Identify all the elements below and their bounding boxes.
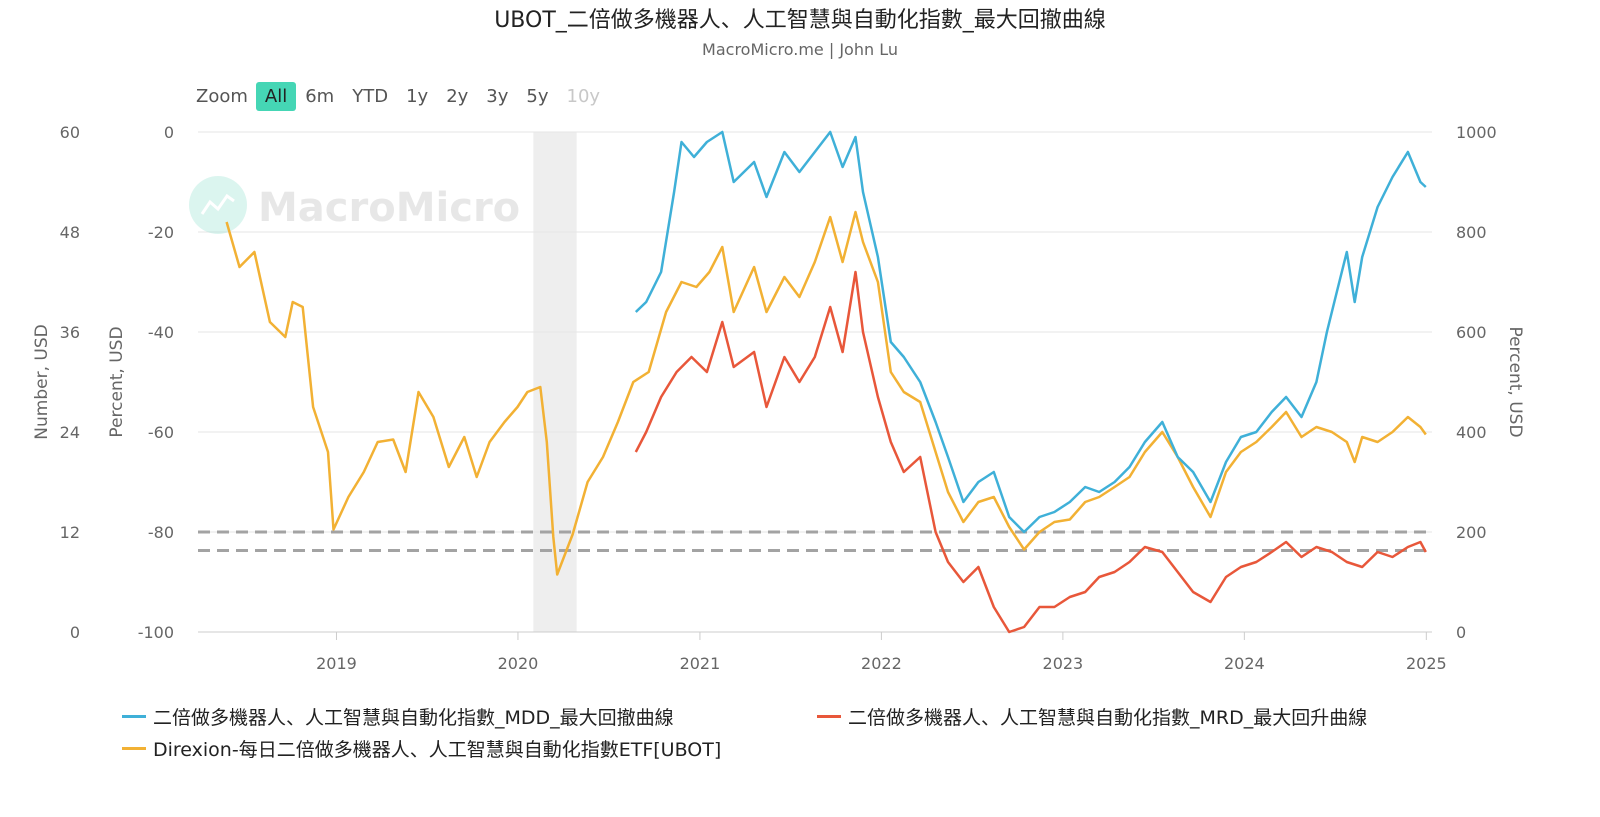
- y-tick-label-left-inner: -40: [148, 323, 174, 342]
- zoom-label: Zoom: [196, 86, 248, 107]
- y-tick-label-right: 400: [1456, 423, 1487, 442]
- y-tick-label-right: 800: [1456, 223, 1487, 242]
- zoom-button-all[interactable]: All: [255, 82, 297, 111]
- legend-label-mdd: 二倍做多機器人、人工智慧與自動化指數_MDD_最大回撤曲線: [153, 707, 674, 729]
- y-tick-label-left-outer: 60: [60, 123, 80, 142]
- y-tick-label-left-outer: 36: [60, 323, 80, 342]
- x-tick-label: 2025: [1406, 654, 1447, 673]
- watermark-text: MacroMicro: [258, 185, 520, 231]
- zoom-button-6m[interactable]: 6m: [305, 86, 335, 107]
- y-tick-label-left-outer: 12: [60, 523, 80, 542]
- y-tick-label-left-inner: -60: [148, 423, 174, 442]
- y-tick-label-left-inner: -80: [148, 523, 174, 542]
- legend-item-mdd[interactable]: 二倍做多機器人、人工智慧與自動化指數_MDD_最大回撤曲線: [122, 703, 674, 730]
- y-tick-label-left-outer: 48: [60, 223, 80, 242]
- y-tick-label-right: 1000: [1456, 123, 1497, 142]
- legend-label-mrd: 二倍做多機器人、人工智慧與自動化指數_MRD_最大回升曲線: [848, 707, 1368, 729]
- series-line-mdd: [634, 130, 1427, 534]
- zoom-button-1y[interactable]: 1y: [406, 86, 429, 107]
- legend-label-ubot: Direxion-每日二倍做多機器人、人工智慧與自動化指數ETF[UBOT]: [153, 739, 722, 761]
- x-tick-label: 2022: [861, 654, 902, 673]
- y-tick-label-right: 0: [1456, 623, 1466, 642]
- chart-svg: MacroMicro 60 48 36 24 12 0 0 -20 -40 -60 -80 -100 10…: [32, 123, 1525, 673]
- y-axis-title-left-outer: Number, USD: [32, 324, 52, 439]
- x-tick-label: 2019: [316, 654, 357, 673]
- y-axis-title-right: Percent, USD: [1505, 326, 1525, 437]
- chart-title: UBOT_二倍做多機器人、人工智慧與自動化指數_最大回撤曲線: [494, 8, 1106, 33]
- zoom-button-ytd[interactable]: YTD: [352, 86, 389, 107]
- series-line-ubot: [225, 210, 1427, 576]
- series-line-mrd: [634, 270, 1427, 634]
- x-tick-label: 2020: [498, 654, 539, 673]
- legend-swatch-mrd: [817, 715, 841, 718]
- zoom-button-3y[interactable]: 3y: [486, 86, 509, 107]
- watermark-logo-icon: [189, 176, 247, 234]
- y-tick-label-right: 600: [1456, 323, 1487, 342]
- legend-item-ubot[interactable]: Direxion-每日二倍做多機器人、人工智慧與自動化指數ETF[UBOT]: [122, 735, 721, 762]
- y-tick-label-left-inner: -20: [148, 223, 174, 242]
- y-tick-label-left-inner: 0: [164, 123, 174, 142]
- watermark: MacroMicro: [189, 176, 520, 234]
- zoom-button-2y[interactable]: 2y: [446, 86, 469, 107]
- y-tick-label-right: 200: [1456, 523, 1487, 542]
- y-tick-label-left-outer: 0: [70, 623, 80, 642]
- zoom-button-10y[interactable]: 10y: [566, 86, 601, 107]
- x-tick-label: 2021: [680, 654, 721, 673]
- watermark-logo-mark: [200, 193, 235, 215]
- y-tick-label-left-outer: 24: [60, 423, 80, 442]
- x-tick-label: 2023: [1043, 654, 1084, 673]
- legend-swatch-mdd: [122, 715, 146, 718]
- y-axis-title-left-inner: Percent, USD: [107, 326, 127, 437]
- legend-item-mrd[interactable]: 二倍做多機器人、人工智慧與自動化指數_MRD_最大回升曲線: [817, 703, 1367, 730]
- legend-swatch-ubot: [122, 747, 146, 750]
- chart-subtitle: MacroMicro.me | John Lu: [702, 40, 898, 59]
- x-tick-label: 2024: [1224, 654, 1265, 673]
- zoom-button-5y[interactable]: 5y: [526, 86, 549, 107]
- y-tick-label-left-inner: -100: [138, 623, 174, 642]
- zoom-selector: Zoom All 6m YTD 1y 2y 3y 5y 10y: [196, 82, 609, 111]
